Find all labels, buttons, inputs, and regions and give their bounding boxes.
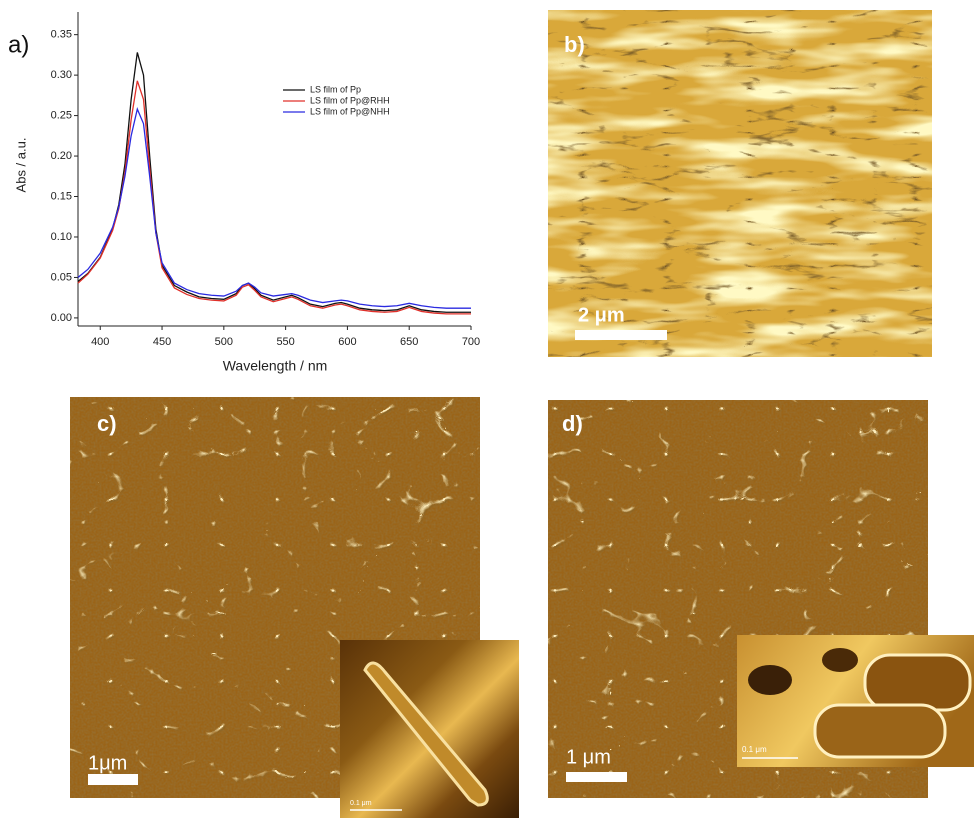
x-tick-label: 400 xyxy=(91,336,109,348)
scale-label: 2 μm xyxy=(578,304,625,326)
y-tick-label: 0.30 xyxy=(51,69,72,81)
y-tick-label: 0.25 xyxy=(51,109,72,121)
inset-d xyxy=(737,635,974,767)
x-tick-label: 650 xyxy=(400,336,418,348)
data-line xyxy=(77,80,471,315)
x-tick-label: 550 xyxy=(276,336,294,348)
inset-scale-label: 0.1 μm xyxy=(350,800,372,807)
y-tick-label: 0.00 xyxy=(51,312,72,324)
x-tick-label: 500 xyxy=(215,336,233,348)
panel-label: a) xyxy=(8,31,29,58)
x-axis-label: Wavelength / nm xyxy=(223,358,328,374)
scale-label: 1 μm xyxy=(566,746,611,768)
y-tick-label: 0.20 xyxy=(51,150,72,162)
legend-label: LS film of Pp@NHH xyxy=(310,106,390,116)
panel-label: b) xyxy=(564,32,585,57)
inset-scale-label: 0.1 μm xyxy=(742,745,767,754)
data-line xyxy=(77,107,471,309)
afm-image-c xyxy=(70,397,519,818)
data-line xyxy=(77,52,471,313)
y-axis-label: Abs / a.u. xyxy=(13,138,28,193)
y-tick-label: 0.10 xyxy=(51,231,72,243)
afm-image-b xyxy=(548,10,932,357)
x-tick-label: 600 xyxy=(338,336,356,348)
legend-label: LS film of Pp xyxy=(310,84,361,94)
panel-label: d) xyxy=(562,411,583,436)
y-tick-label: 0.05 xyxy=(51,271,72,283)
x-tick-label: 450 xyxy=(153,336,171,348)
inset-c xyxy=(340,640,519,818)
y-tick-label: 0.35 xyxy=(51,29,72,41)
x-tick-label: 700 xyxy=(462,336,480,348)
legend-label: LS film of Pp@RHH xyxy=(310,95,390,105)
panel-label: c) xyxy=(97,411,117,436)
afm-image-d xyxy=(548,400,974,798)
y-tick-label: 0.15 xyxy=(51,190,72,202)
scale-label: 1μm xyxy=(88,752,127,774)
